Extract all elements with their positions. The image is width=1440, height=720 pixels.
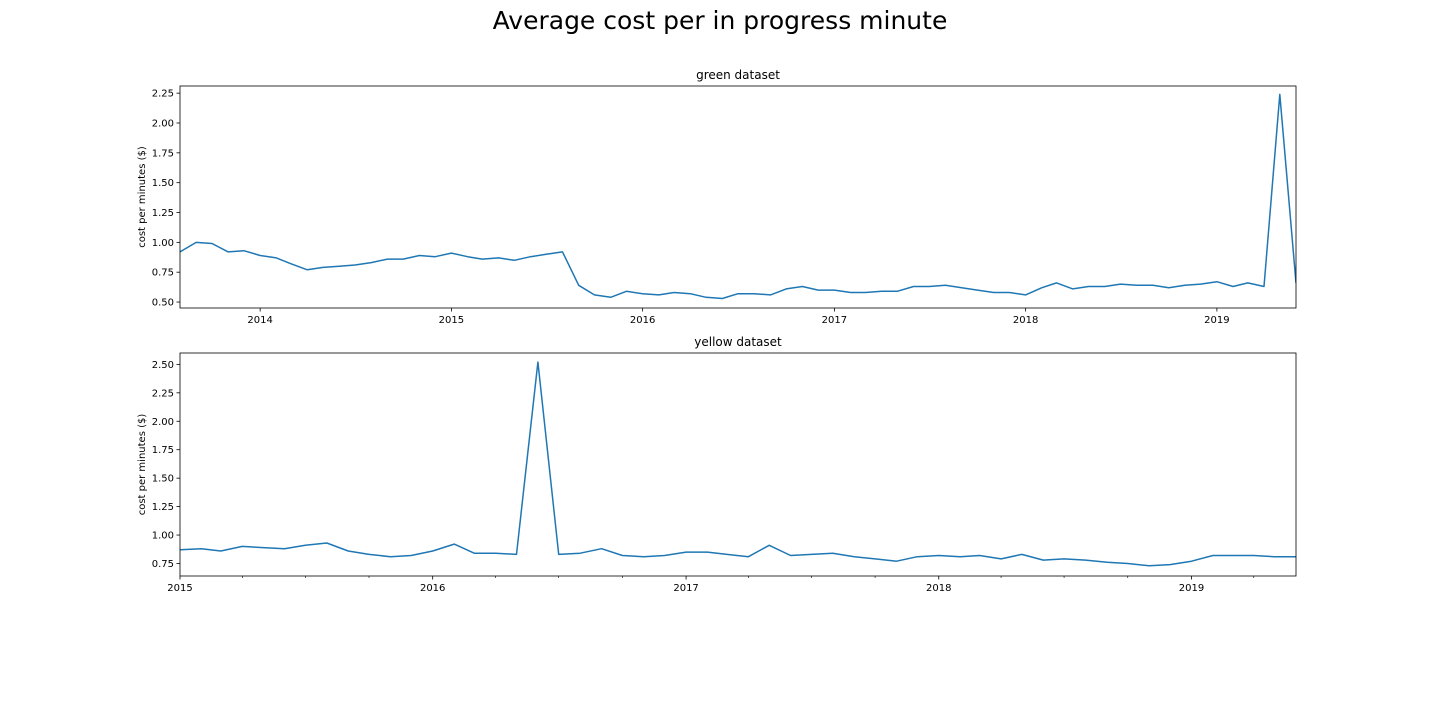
y-tick-label: 1.75 <box>152 148 174 159</box>
x-tick-label: 2017 <box>673 583 698 594</box>
y-tick-label: 1.00 <box>152 238 174 249</box>
y-tick-label: 0.75 <box>152 268 174 279</box>
x-tick-label: 2015 <box>167 583 192 594</box>
x-tick-label: 2018 <box>1013 315 1038 326</box>
plot-frame <box>179 85 1297 309</box>
chart-title: yellow dataset <box>694 335 782 349</box>
y-axis-label: cost per minutes ($) <box>137 146 148 248</box>
y-tick-label: 1.25 <box>152 502 174 513</box>
series-line <box>180 361 1296 567</box>
x-tick-label: 2018 <box>926 583 951 594</box>
chart-panel-1: green dataset cost per minutes ($) 0.50 0.7… <box>137 68 1297 326</box>
x-tick-label: 2016 <box>420 583 445 594</box>
y-tick-label: 2.25 <box>152 388 174 399</box>
y-tick-label: 2.50 <box>152 360 174 371</box>
y-tick-label: 0.75 <box>152 559 174 570</box>
chart-title: green dataset <box>696 68 780 82</box>
y-tick-label: 1.00 <box>152 531 174 542</box>
y-tick-label: 1.50 <box>152 178 174 189</box>
figure-title: Average cost per in progress minute <box>492 6 948 35</box>
y-tick-label: 2.00 <box>152 417 174 428</box>
y-tick-label: 1.25 <box>152 208 174 219</box>
x-tick-label: 2019 <box>1179 583 1204 594</box>
x-tick-label: 2017 <box>822 315 847 326</box>
x-tick-label: 2019 <box>1204 315 1229 326</box>
y-tick-label: 2.00 <box>152 119 174 130</box>
x-tick-label: 2016 <box>630 315 655 326</box>
plot-frame <box>179 352 1297 577</box>
series-line <box>180 93 1296 300</box>
y-tick-label: 1.75 <box>152 445 174 456</box>
y-tick-label: 2.25 <box>152 89 174 100</box>
chart-panel-2: yellow dataset cost per minutes ($) 0.75 1.… <box>137 335 1297 594</box>
y-axis-label: cost per minutes ($) <box>137 414 148 516</box>
y-tick-label: 1.50 <box>152 474 174 485</box>
y-tick-label: 0.50 <box>152 298 174 309</box>
x-tick-label: 2015 <box>439 315 464 326</box>
x-tick-label: 2014 <box>247 315 272 326</box>
